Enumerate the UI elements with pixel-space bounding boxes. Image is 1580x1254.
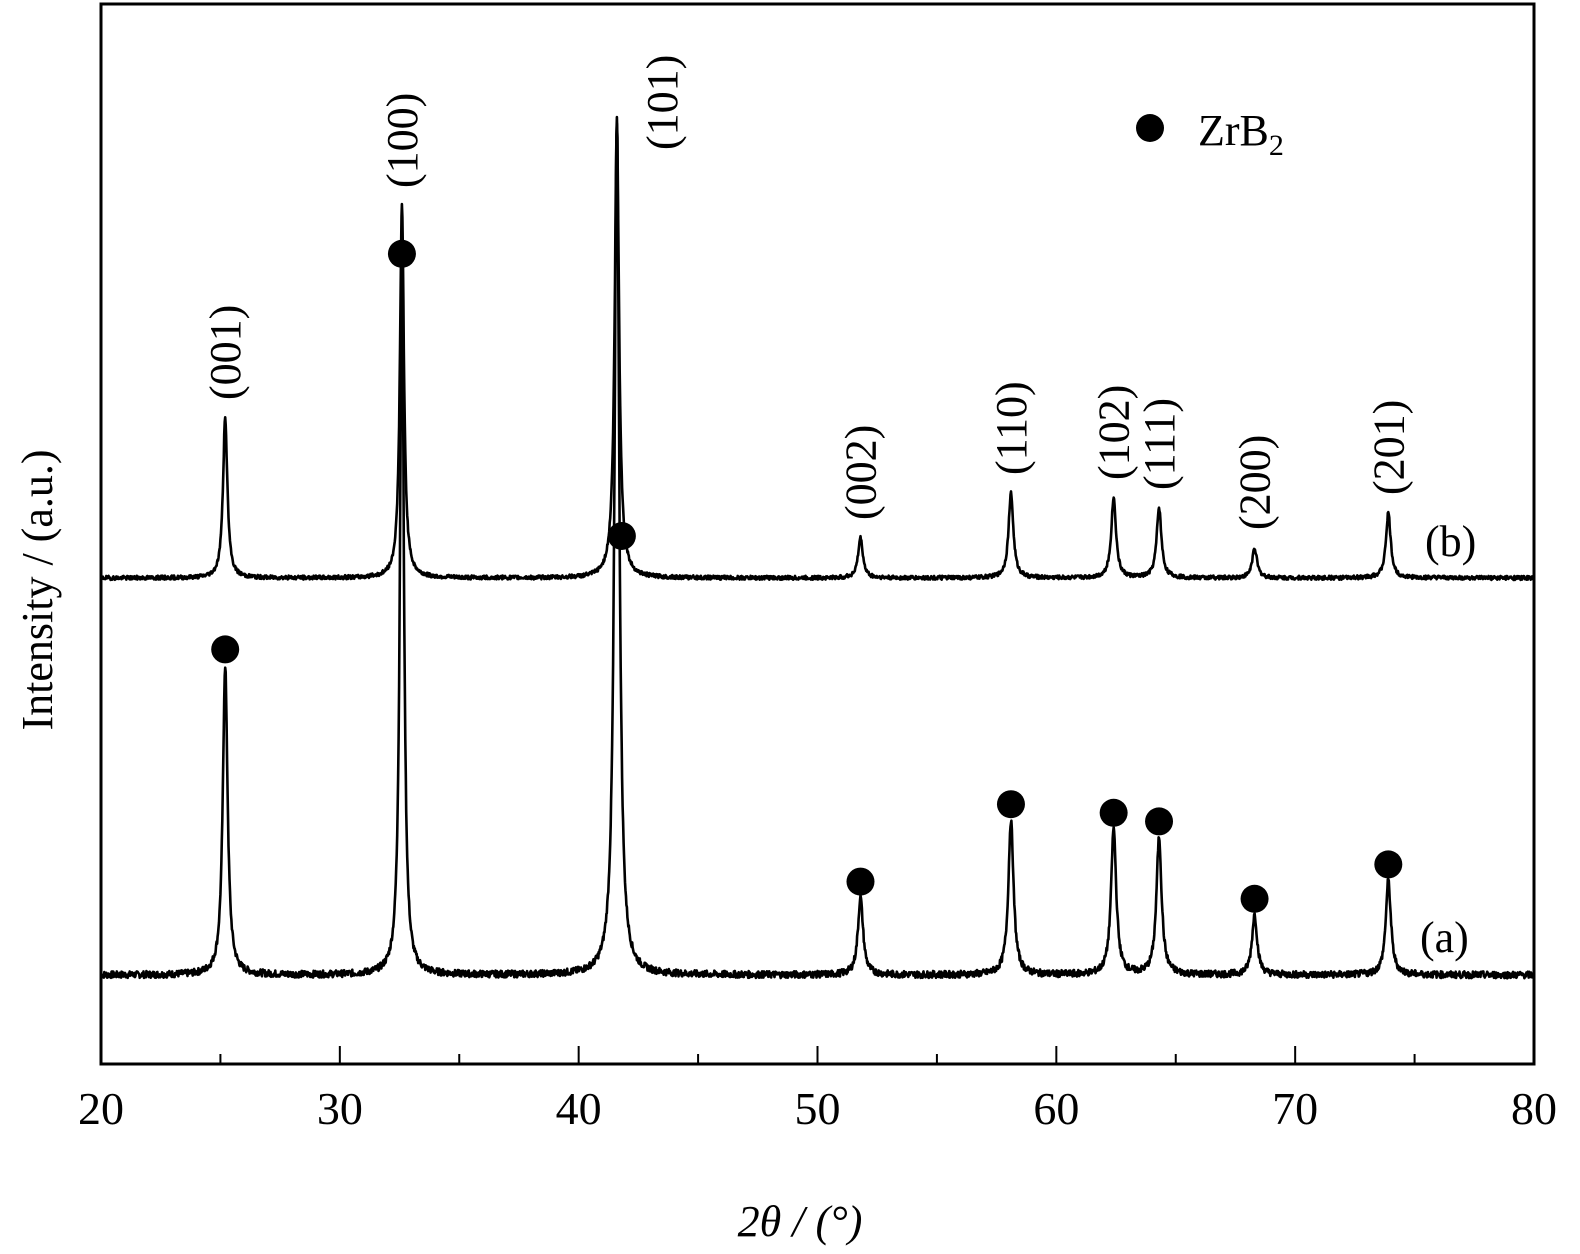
- x-tick-label: 50: [795, 1083, 841, 1134]
- x-axis-tick-labels: 20 30 40 50 60 70 80: [78, 1083, 1557, 1134]
- series-a-group: [100, 115, 1536, 980]
- zrb2-marker: [1240, 884, 1269, 913]
- legend-marker-icon: [1136, 114, 1164, 142]
- x-axis-title: 2θ / (°): [738, 1197, 863, 1246]
- peak-label: (102): [1090, 385, 1139, 480]
- peak-label: (001): [201, 305, 250, 400]
- peak-label: (111): [1135, 398, 1184, 490]
- x-tick-label: 20: [78, 1083, 124, 1134]
- zrb2-markers: [211, 239, 1403, 913]
- x-axis-ticks: [100, 1046, 1535, 1064]
- peak-label: (200): [1231, 435, 1280, 530]
- peak-label: (101): [638, 55, 687, 150]
- x-tick-label: 40: [556, 1083, 602, 1134]
- x-tick-label: 80: [1511, 1083, 1557, 1134]
- x-tick-label: 30: [317, 1083, 363, 1134]
- zrb2-marker: [211, 635, 240, 664]
- series-b-group: [99, 122, 1536, 582]
- zrb2-marker: [1145, 807, 1174, 836]
- zrb2-marker: [996, 790, 1025, 819]
- series-a-label: (a): [1420, 913, 1469, 962]
- series-line-a: [100, 115, 1536, 980]
- legend-label: ZrB2: [1198, 106, 1284, 162]
- series-line-b: [99, 122, 1536, 582]
- zrb2-marker: [387, 239, 416, 268]
- plot-frame: [99, 2, 1536, 1066]
- legend-label-main: ZrB: [1198, 106, 1269, 155]
- zrb2-marker: [1099, 798, 1128, 827]
- legend: ZrB2: [1136, 106, 1284, 162]
- series-b-label: (b): [1425, 517, 1476, 566]
- zrb2-marker: [846, 867, 875, 896]
- peak-label: (002): [836, 425, 885, 520]
- x-tick-label: 60: [1033, 1083, 1079, 1134]
- peak-labels: (001) (100) (101) (002) (110) (102)(111) (200)…: [201, 55, 1413, 530]
- peak-label: (201): [1364, 400, 1413, 495]
- peak-label: (100): [378, 93, 427, 188]
- zrb2-marker: [1374, 850, 1403, 879]
- legend-label-sub: 2: [1269, 129, 1284, 162]
- zrb2-marker: [607, 522, 636, 550]
- x-tick-label: 70: [1272, 1083, 1318, 1134]
- peak-label: (110): [987, 381, 1036, 475]
- y-axis-title: Intensity / (a.u.): [13, 449, 62, 730]
